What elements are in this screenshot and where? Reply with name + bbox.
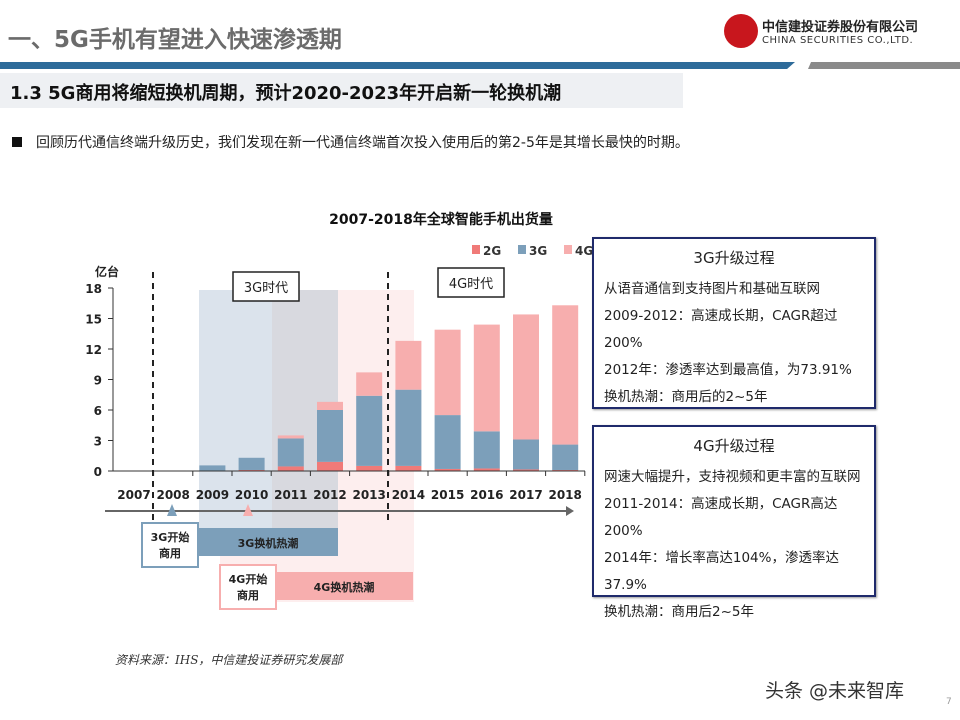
watermark: 头条 @未来智库 [765,680,905,702]
x-tick-label: 2010 [235,488,268,502]
bar-3G-2014 [395,389,422,466]
citic-logo-icon [724,14,758,48]
start-3g-label: 商用 [159,546,181,560]
box-4g-line: 网速大幅提升，支持视频和更丰富的互联网 [604,469,861,485]
bar-3G-2016 [473,431,500,469]
triangle-4g-icon [243,504,253,516]
box-3g-title: 3G升级过程 [693,249,775,267]
bar-2G-2015 [434,468,461,471]
legend-swatch-4G [564,245,572,254]
bar-3G-2011 [277,438,304,467]
y-tick-label: 6 [94,404,102,418]
y-tick-label: 0 [94,465,102,479]
y-axis-label: 亿台 [95,264,119,279]
box-3g-line: 换机热潮：商用后的2~5年 [604,389,768,405]
start-4g-box [219,564,277,610]
bar-2G-2014 [395,465,422,471]
box-3g-upgrade: 3G升级过程 从语音通信到支持图片和基础互联网 2009-2012：高速成长期，… [592,237,876,409]
section-subtitle: 1.3 5G商用将缩短换机周期，预计2020-2023年开启新一轮换机潮 [0,73,683,108]
bar-3G-2012 [317,410,343,462]
box-4g-line: 2011-2014：高速成长期，CAGR高达200% [604,496,838,539]
x-tick-label: 2017 [509,488,542,502]
box-3g-line: 从语音通信到支持图片和基础互联网 [604,281,820,297]
bar-4G-2017 [513,314,539,440]
chart-title: 2007-2018年全球智能手机出货量 [329,211,553,228]
company-logo: 中信建投证券股份有限公司 CHINA SECURITIES CO.,LTD. [724,14,918,48]
y-tick-label: 12 [85,343,102,357]
bar-4G-2018 [552,305,579,445]
bar-2G-2010 [238,469,265,471]
legend-label-2G: 2G [483,244,501,258]
box-3g-line: 2009-2012：高速成长期，CAGR超过200% [604,308,838,351]
legend-swatch-3G [518,245,526,254]
x-tick-label: 2013 [352,488,385,502]
legend-swatch-2G [472,245,480,254]
triangle-3g-icon [167,504,177,516]
bullet-point: 回顾历代通信终端升级历史，我们发现在新一代通信终端首次投入使用后的第2-5年是其… [12,132,689,152]
arrow-head-icon [566,506,574,516]
page-number: 7 [946,697,952,707]
header-gray-divider [808,62,960,69]
bar-4G-2013 [356,372,383,396]
y-tick-label: 15 [85,313,102,327]
bar-4G-2016 [473,324,500,432]
bar-3G-2013 [356,395,383,466]
bullet-text: 回顾历代通信终端升级历史，我们发现在新一代通信终端首次投入使用后的第2-5年是其… [36,135,689,151]
box-4g-title: 4G升级过程 [693,437,775,455]
start-3g-box [141,522,199,568]
y-tick-label: 18 [85,282,102,296]
box-4g-upgrade: 4G升级过程 网速大幅提升，支持视频和更丰富的互联网 2011-2014：高速成… [592,425,876,620]
boom-4g-bar [275,572,413,600]
box-4g-line: 换机热潮：商用后2~5年 [604,604,754,620]
box-4g-line: 2014年：增长率高达104%，渗透率达37.9% [604,550,839,593]
boom-3g-label: 3G换机热潮 [238,536,299,550]
y-tick-label: 9 [94,374,102,388]
bar-3G-2009 [199,465,226,471]
x-tick-label: 2016 [470,488,503,502]
bar-2G-2016 [473,468,500,471]
x-tick-label: 2015 [431,488,464,502]
x-tick-label: 2008 [156,488,189,502]
box-3g-line: 2012年：渗透率达到最高值，为73.91% [604,362,852,378]
bar-2G-2017 [513,469,539,471]
bar-3G-2018 [552,444,579,470]
start-3g-label: 3G开始 [151,530,190,544]
bar-2G-2013 [356,465,383,471]
legend-label-3G: 3G [529,244,547,258]
x-tick-label: 2012 [313,488,346,502]
era-label-box [232,271,300,302]
bar-3G-2010 [238,457,265,470]
page-title: 一、5G手机有望进入快速渗透期 [8,27,342,53]
bar-2G-2012 [317,461,343,471]
legend-label-4G: 4G [575,244,593,258]
boom-4g-label: 4G换机热潮 [314,580,375,594]
y-tick-label: 3 [94,435,102,449]
bar-4G-2011 [277,435,304,439]
era-label: 4G时代 [449,277,493,292]
header-blue-divider [0,62,795,69]
bar-2G-2011 [277,466,304,471]
bullet-square-icon [12,137,22,147]
bar-3G-2015 [434,415,461,469]
x-tick-label: 2007 [117,488,150,502]
x-tick-label: 2018 [548,488,581,502]
era-label-box [437,267,505,298]
logo-en: CHINA SECURITIES CO.,LTD. [762,35,914,46]
era-label: 3G时代 [244,281,288,296]
bar-2G-2018 [552,469,579,471]
boom-3g-bar [198,528,338,556]
x-tick-label: 2014 [392,488,425,502]
bar-4G-2014 [395,340,422,390]
source-note: 资料来源：IHS，中信建投证券研究发展部 [115,653,343,667]
bar-3G-2017 [513,439,539,470]
logo-cn: 中信建投证券股份有限公司 [762,20,919,35]
start-4g-label: 商用 [237,588,259,602]
bar-4G-2015 [434,329,461,416]
x-tick-label: 2009 [196,488,229,502]
bar-4G-2012 [317,401,343,410]
x-tick-label: 2011 [274,488,307,502]
start-4g-label: 4G开始 [229,572,268,586]
